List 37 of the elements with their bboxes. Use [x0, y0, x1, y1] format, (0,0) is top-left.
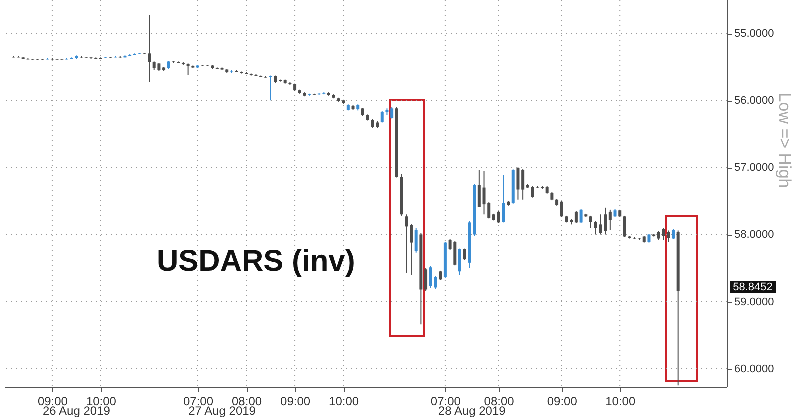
candlestick [560, 200, 564, 218]
y-tick-label: 58.0000 [734, 229, 774, 242]
x-tick-label: 09:00 [280, 394, 311, 408]
candlestick [463, 248, 466, 261]
candlestick [439, 270, 442, 281]
candlestick [502, 174, 506, 224]
x-tick-label: 09:00 [547, 394, 578, 408]
candlestick [497, 210, 500, 224]
text: USDARS (inv) [157, 245, 356, 278]
y-tick-label: 59.0000 [734, 296, 774, 308]
x-tick-label: 10:00 [329, 394, 360, 408]
candlestick [405, 214, 408, 274]
candlestick [414, 228, 418, 254]
candlestick [580, 208, 583, 224]
y-tick-label: 60.0000 [734, 363, 774, 376]
candlestick [410, 224, 413, 276]
candlestick [672, 228, 675, 240]
candlestick [458, 248, 462, 276]
y-tick-label: 57.0000 [734, 162, 774, 174]
text: 58.8452 [733, 281, 773, 294]
candlestick [623, 215, 626, 238]
candlestick [608, 209, 612, 231]
candlestick [148, 14, 151, 83]
candlestick [380, 110, 384, 124]
candlestick [574, 210, 578, 224]
candlestick [186, 63, 190, 76]
candlestick [424, 268, 428, 292]
y-axis-title: Low => High [776, 92, 794, 188]
y-tick-label: 55.0000 [734, 28, 774, 40]
candlestick [390, 106, 394, 120]
y-tick-label: 56.0000 [734, 95, 774, 108]
candlestick [516, 167, 520, 200]
x-tick-label: 10:00 [606, 394, 636, 408]
candlestick [590, 215, 592, 229]
candlestick [604, 207, 608, 236]
candlestick [522, 168, 525, 200]
candlestick [478, 170, 481, 208]
